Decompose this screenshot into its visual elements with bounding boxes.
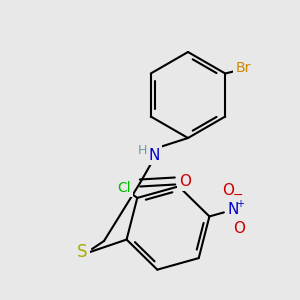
Text: S: S (77, 243, 87, 261)
Text: −: − (233, 189, 243, 202)
Text: N: N (228, 202, 239, 217)
Text: Br: Br (236, 61, 251, 76)
Text: N: N (148, 148, 160, 163)
Text: O: O (179, 173, 191, 188)
Text: O: O (233, 221, 245, 236)
Text: Cl: Cl (118, 181, 131, 195)
Text: H: H (137, 143, 147, 157)
Text: +: + (236, 199, 244, 209)
Text: O: O (222, 183, 234, 198)
